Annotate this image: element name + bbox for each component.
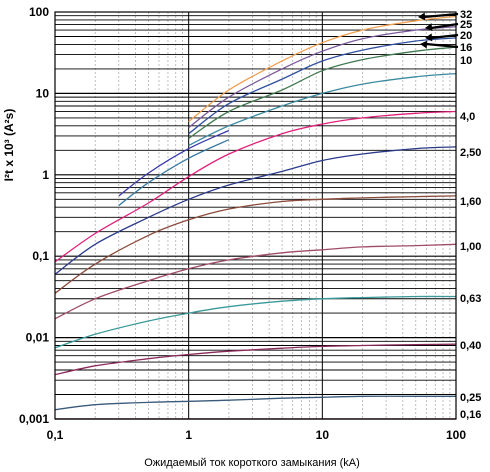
rating-label: 1,60 [460, 196, 481, 208]
grid [54, 12, 456, 420]
x-tick-label: 100 [446, 428, 466, 442]
series-line [118, 129, 230, 197]
series-line [55, 295, 456, 349]
rating-label: 1,00 [460, 241, 481, 253]
y-tick-label: 1 [42, 168, 49, 182]
rating-arrow-head [425, 23, 433, 32]
series-line [55, 146, 456, 275]
series-line [188, 15, 456, 123]
rating-arrow-head [425, 33, 433, 42]
rating-label: 10 [460, 55, 472, 67]
series-line [118, 139, 230, 207]
x-axis-label: Ожидаемый ток короткого замыкания (kA) [144, 457, 360, 469]
rating-label: 32 [460, 9, 472, 21]
x-tick-label: 10 [316, 428, 330, 442]
y-tick-labels: 0,001 0,01 0,1 1 10 100 [19, 5, 49, 426]
rating-arrow [430, 22, 459, 30]
series-line [55, 243, 456, 320]
series-line [55, 395, 456, 411]
y-tick-label: 0,1 [32, 249, 49, 263]
rating-label: 0,40 [460, 340, 481, 352]
rating-label: 4,0 [460, 111, 475, 123]
series-line [55, 343, 456, 376]
y-axis-label: I²t x 10³ (A²s) [2, 109, 16, 182]
y-tick-label: 10 [36, 86, 50, 100]
rating-label: 0,16 [460, 409, 481, 421]
y-tick-label: 0,01 [26, 331, 50, 345]
rating-arrow [430, 33, 459, 40]
y-tick-label: 100 [29, 5, 49, 19]
rating-arrow-head [418, 12, 426, 21]
x-tick-label: 0,1 [47, 428, 64, 442]
y-tick-label: 0,001 [19, 412, 49, 426]
series-line [55, 195, 456, 294]
x-tick-label: 1 [185, 428, 192, 442]
rating-label: 25 [460, 19, 472, 31]
rating-arrow-head [420, 40, 428, 49]
rating-label: 0,63 [460, 293, 481, 305]
rating-label: 2,50 [460, 147, 481, 159]
series-line [188, 72, 456, 146]
rating-arrows [418, 12, 459, 49]
series-line [188, 37, 456, 135]
series-line [55, 110, 456, 263]
rating-arrow [423, 12, 459, 19]
plot-frame [54, 11, 457, 420]
series-line [188, 26, 456, 129]
rating-arrow [425, 42, 459, 49]
rating-label: 0,25 [460, 392, 481, 404]
series-line [188, 46, 456, 139]
rating-label: 20 [460, 30, 472, 42]
curves [55, 15, 456, 419]
x-tick-labels: 0,1 1 10 100 [47, 428, 467, 442]
rating-label: 16 [460, 42, 472, 54]
